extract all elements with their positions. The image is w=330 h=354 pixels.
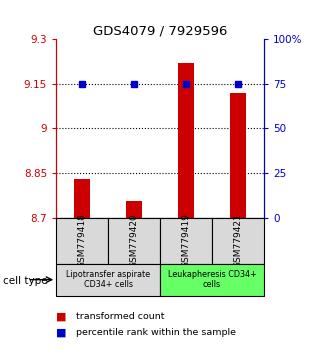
Text: percentile rank within the sample: percentile rank within the sample: [76, 328, 236, 337]
Text: GSM779418: GSM779418: [78, 213, 86, 268]
Bar: [178, 63, 194, 218]
Bar: [160, 264, 264, 296]
Bar: [160, 218, 212, 264]
Text: transformed count: transformed count: [76, 312, 164, 321]
Text: ■: ■: [56, 328, 67, 338]
Text: GSM779420: GSM779420: [130, 213, 139, 268]
Bar: [108, 218, 160, 264]
Bar: [56, 218, 108, 264]
Text: GSM779419: GSM779419: [182, 213, 190, 268]
Text: GSM779421: GSM779421: [234, 213, 243, 268]
Bar: [126, 201, 142, 218]
Bar: [74, 179, 90, 218]
Title: GDS4079 / 7929596: GDS4079 / 7929596: [93, 25, 227, 38]
Text: Leukapheresis CD34+
cells: Leukapheresis CD34+ cells: [168, 270, 256, 289]
Bar: [230, 93, 246, 218]
Text: cell type: cell type: [3, 276, 48, 286]
Text: ■: ■: [56, 312, 67, 322]
Bar: [56, 264, 160, 296]
Bar: [212, 218, 264, 264]
Text: Lipotransfer aspirate
CD34+ cells: Lipotransfer aspirate CD34+ cells: [66, 270, 150, 289]
